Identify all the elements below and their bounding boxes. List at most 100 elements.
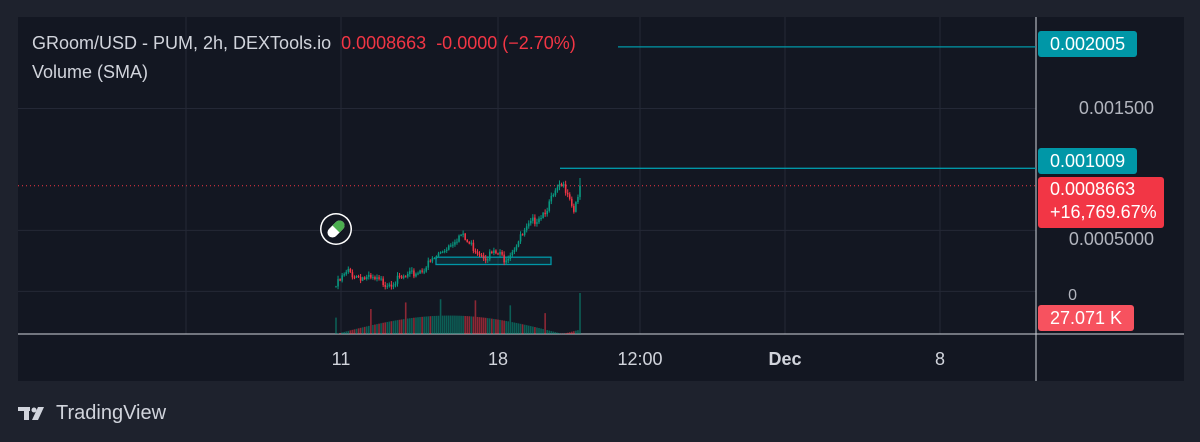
- volume-bar: [447, 315, 450, 334]
- candle-body: [507, 258, 510, 261]
- candle-body: [343, 274, 346, 276]
- volume-bar: [427, 316, 430, 334]
- volume-bar: [517, 323, 520, 334]
- volume-bar: [390, 321, 393, 334]
- volume-bar: [365, 326, 368, 334]
- time-tick-label: 12:00: [617, 349, 663, 369]
- candle-body: [345, 271, 348, 275]
- candle-body: [351, 272, 354, 278]
- price-badge-mid-line: 0.001009: [1038, 148, 1138, 174]
- volume-badge: 27.071 K: [1038, 305, 1135, 331]
- volume-bar: [464, 315, 466, 334]
- volume-bar: [532, 326, 534, 334]
- price-tick-label: 0.0005000: [1068, 229, 1154, 249]
- volume-bar: [335, 317, 337, 334]
- candle-body: [577, 196, 579, 203]
- volume-bar: [413, 317, 415, 334]
- volume-bar: [343, 331, 346, 334]
- volume-bar: [536, 327, 538, 334]
- chart-pane[interactable]: GRoom/USD - PUM, 2h, DEXTools.io 0.000866…: [18, 17, 1184, 381]
- volume-bar: [433, 315, 436, 334]
- candle-body: [404, 276, 407, 278]
- price-tick-label: 0.001500: [1078, 98, 1154, 118]
- volume-bar: [577, 330, 579, 334]
- current-price-badge: 0.0008663 +16,769.67%: [1038, 177, 1164, 228]
- candle-body: [517, 241, 520, 247]
- candle-body: [525, 226, 528, 231]
- volume-bar: [460, 315, 462, 334]
- volume-bar: [429, 316, 432, 334]
- volume-bar: [419, 317, 421, 334]
- volume-bar: [570, 331, 573, 334]
- volume-bar: [456, 315, 458, 334]
- candle-body: [335, 286, 337, 288]
- volume-bar: [550, 331, 553, 334]
- candle-body: [361, 277, 364, 281]
- volume-bar: [454, 315, 456, 334]
- legend-symbol-line: GRoom/USD - PUM, 2h, DEXTools.io 0.000866…: [32, 33, 576, 54]
- volume-bar: [497, 319, 499, 334]
- candle-body: [470, 242, 473, 244]
- candle-body: [427, 260, 430, 268]
- candle-body: [491, 251, 493, 254]
- candle-body: [464, 233, 466, 240]
- candle-body: [396, 275, 399, 284]
- pill-icon[interactable]: [320, 213, 352, 245]
- volume-bar: [486, 318, 489, 334]
- candle-body: [519, 234, 522, 242]
- volume-bar: [443, 315, 446, 334]
- volume-bar: [525, 325, 528, 334]
- volume-bar: [542, 329, 544, 334]
- candle-body: [570, 198, 573, 206]
- candle-body: [392, 285, 395, 287]
- volume-bar: [548, 330, 551, 334]
- volume-bar: [392, 320, 395, 334]
- volume-bar: [409, 318, 411, 334]
- candle-body: [562, 184, 565, 186]
- volume-bar: [339, 332, 341, 334]
- price-chart-plot[interactable]: [18, 17, 1184, 381]
- candle-body: [575, 202, 577, 212]
- candle-body: [527, 223, 530, 227]
- candle-body: [441, 251, 444, 253]
- volume-bar: [468, 316, 471, 334]
- candle-body: [355, 275, 358, 278]
- volume-bar: [351, 329, 354, 334]
- candle-body: [390, 284, 393, 287]
- candle-body: [474, 250, 477, 252]
- volume-bar: [384, 322, 387, 334]
- candle-body: [548, 201, 551, 211]
- volume-bar: [400, 319, 403, 334]
- volume-bar: [491, 318, 493, 334]
- candle-body: [380, 278, 382, 280]
- volume-bar: [398, 319, 401, 334]
- candle-body: [486, 259, 489, 261]
- volume-bar: [470, 316, 473, 334]
- volume-bar: [378, 323, 380, 334]
- candle-body: [466, 239, 469, 242]
- volume-bar: [534, 327, 536, 334]
- volume-bar: [441, 315, 444, 334]
- candle-body: [476, 251, 479, 254]
- candle-body: [573, 205, 575, 212]
- candle-body: [460, 234, 462, 236]
- candle-body: [429, 260, 432, 262]
- candle-body: [509, 255, 512, 259]
- price-badge-high-line: 0.002005: [1038, 31, 1138, 57]
- volume-bar: [515, 322, 518, 334]
- candle-body: [363, 277, 366, 280]
- volume-bar: [527, 325, 530, 334]
- candle-body: [458, 235, 460, 242]
- volume-bar: [466, 316, 469, 334]
- volume-bar: [355, 328, 358, 334]
- footer-branding[interactable]: TradingView: [18, 400, 166, 426]
- volume-bar: [476, 316, 479, 334]
- volume-bar: [404, 302, 407, 334]
- candle-body: [546, 210, 548, 215]
- volume-bar: [573, 331, 575, 334]
- volume-bar: [505, 320, 507, 334]
- candle-body: [488, 251, 491, 260]
- volume-bar: [370, 309, 372, 334]
- candle-body: [456, 241, 458, 243]
- candle-body: [564, 184, 567, 193]
